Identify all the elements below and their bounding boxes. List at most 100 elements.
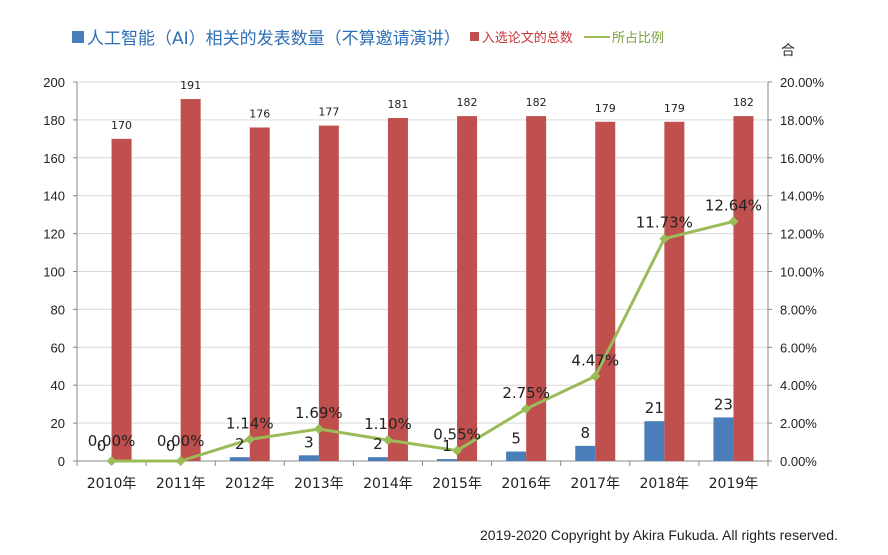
data-label-total-papers: 179 [595,102,616,115]
y2-axis-tick-label: 20.00% [780,75,825,90]
data-label-ai-papers: 5 [511,430,521,448]
x-axis-tick-label: 2012年 [225,476,275,492]
y-axis-tick-label: 80 [51,302,65,317]
bar-total-papers [526,116,547,462]
x-axis-tick-label: 2015年 [432,476,482,492]
x-axis-tick-label: 2019年 [709,476,759,492]
bar-total-papers [387,118,408,461]
bar-ai-papers [575,445,596,461]
ratio-point [521,403,532,414]
bar-total-papers [249,127,270,461]
ratio-point [659,233,670,244]
y-axis-tick-label: 60 [51,340,65,355]
bar-total-papers [595,121,616,462]
x-axis-tick-label: 2013年 [294,476,344,492]
ratio-point [313,423,324,434]
data-label-ai-papers: 1 [442,437,452,455]
data-label-total-papers: 182 [733,96,754,109]
y2-axis-tick-label: 6.00% [780,340,817,355]
y2-axis-tick-label: 10.00% [780,265,825,280]
data-label-total-papers: 181 [387,98,408,111]
x-axis-tick-label: 2010年 [87,476,137,492]
y2-axis-tick-label: 16.00% [780,151,825,166]
legend-swatch-green-line [583,35,610,38]
y-axis-tick-label: 40 [51,378,65,393]
bar-ai-papers [437,459,458,461]
legend-label-total-papers: 入选论文的总数 [481,31,573,46]
bar-total-papers [180,99,201,462]
data-label-ratio: 4.47% [571,351,619,369]
data-label-ratio: 1.14% [226,414,274,432]
bar-total-papers [318,125,339,462]
data-label-total-papers: 177 [318,106,339,119]
legend-label-ratio: 所占比例 [611,31,664,46]
x-axis-tick-label: 2016年 [501,476,551,492]
x-axis-tick-label: 2017年 [570,476,620,492]
data-label-ai-papers: 2 [235,435,245,453]
y-axis-tick-label: 0 [58,454,65,469]
data-label-total-papers: 182 [457,96,478,109]
corner-char: 合 [781,43,795,59]
data-label-ratio: 0.00% [88,432,136,450]
y-axis-tick-label: 180 [43,113,65,128]
bar-ai-papers [506,451,527,461]
y2-axis-tick-label: 14.00% [780,189,825,204]
data-label-ai-papers: 8 [580,424,590,442]
data-label-ratio: 1.69% [295,404,343,422]
chart-legend: 人工智能（AI）相关的发表数量（不算邀请演讲） 入选论文的总数 所占比例 [72,24,664,49]
copyright-text: 2019-2020 Copyright by Akira Fukuda. All… [480,527,838,543]
data-label-ratio: 1.10% [364,415,412,433]
y2-axis-tick-label: 12.00% [780,227,825,242]
data-label-ratio: 12.64% [705,196,762,214]
legend-swatch-blue [72,30,84,43]
ratio-point [590,371,601,382]
bar-ai-papers [713,417,734,461]
ratio-point [106,456,117,466]
y2-axis-tick-label: 0.00% [780,454,817,469]
data-label-total-papers: 170 [111,119,132,132]
x-axis-tick-label: 2018年 [640,476,690,492]
data-label-ai-papers: 21 [645,399,664,417]
bar-ai-papers [367,457,388,461]
ratio-point [728,216,739,227]
bar-ai-papers [229,457,250,461]
y-axis-tick-label: 160 [43,151,65,166]
y-axis-tick-label: 100 [43,265,65,280]
x-axis-tick-label: 2014年 [363,476,413,492]
data-label-ai-papers: 2 [373,435,383,453]
data-label-ai-papers: 23 [714,395,733,413]
bar-total-papers [111,138,132,461]
data-label-total-papers: 182 [526,96,547,109]
y-axis-tick-label: 140 [43,189,65,204]
data-label-ratio: 0.55% [433,426,481,444]
legend-swatch-red [469,32,479,41]
y2-axis-tick-label: 2.00% [780,416,817,431]
y-axis-tick-label: 120 [43,227,65,242]
ratio-point [175,456,186,466]
y-axis-tick-label: 200 [43,75,65,90]
data-label-total-papers: 179 [664,102,685,115]
data-label-total-papers: 176 [249,107,270,120]
data-label-ai-papers: 0 [97,437,107,455]
y-axis-tick-label: 20 [51,416,65,431]
bar-total-papers [457,116,478,462]
data-label-ai-papers: 0 [166,437,176,455]
ratio-point [244,434,255,445]
ratio-point [382,435,393,446]
bar-total-papers [733,116,754,462]
y2-axis-tick-label: 18.00% [780,113,825,128]
bar-total-papers [664,121,685,462]
data-label-ratio: 11.73% [636,214,693,232]
ratio-point [452,445,463,456]
data-label-ratio: 2.75% [502,384,550,402]
bar-ai-papers [644,421,665,461]
legend-label-ai-papers: 人工智能（AI）相关的发表数量（不算邀请演讲） [87,29,461,49]
data-label-ai-papers: 3 [304,433,314,451]
x-axis-tick-label: 2011年 [156,476,206,492]
y2-axis-tick-label: 4.00% [780,378,817,393]
data-label-ratio: 0.00% [157,432,205,450]
bar-ai-papers [298,455,319,461]
data-label-total-papers: 191 [180,79,201,92]
ratio-line [111,220,734,463]
